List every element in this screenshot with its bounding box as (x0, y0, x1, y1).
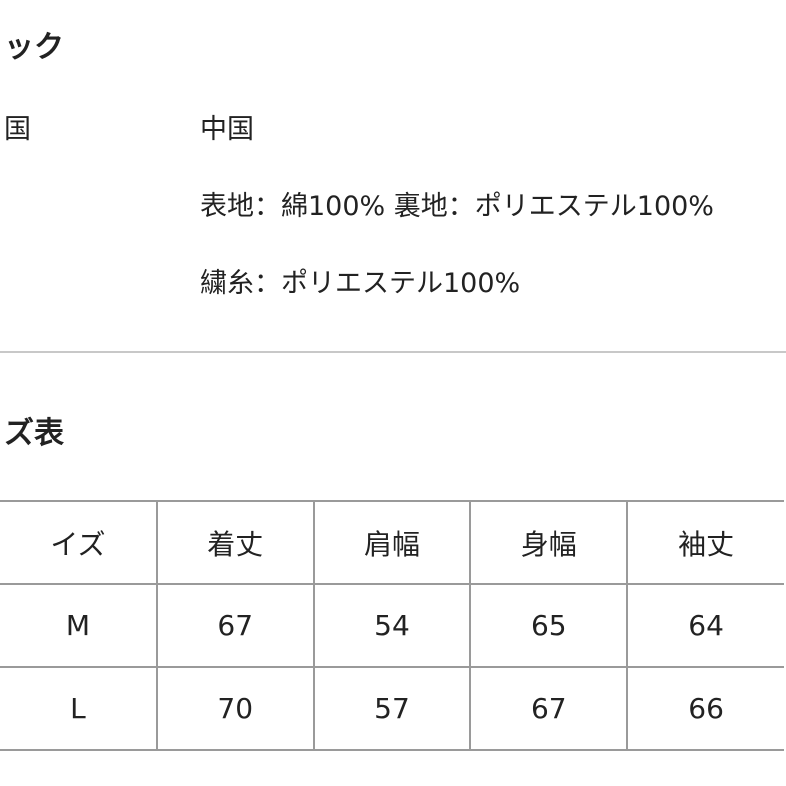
spec-value-material: 表地：綿100% 裏地：ポリエステル100% (200, 191, 714, 222)
cell-size: M (0, 583, 158, 668)
spec-value-thread: 繍糸：ポリエステル100% (200, 268, 521, 299)
section-divider (0, 351, 786, 353)
cell-size: L (0, 666, 158, 751)
cell: 66 (626, 666, 784, 751)
cell: 54 (312, 583, 472, 668)
cell: 57 (312, 666, 472, 751)
cell: 64 (626, 583, 784, 668)
table-row: M 67 54 65 64 (0, 583, 784, 668)
header-sleeve: 袖丈 (626, 500, 784, 585)
cell: 70 (155, 666, 315, 751)
table-row: L 70 57 67 66 (0, 666, 784, 751)
cell: 67 (155, 583, 315, 668)
header-size: イズ (0, 500, 158, 585)
spec-value-origin: 中国 (200, 114, 254, 145)
table-header-row: イズ 着丈 肩幅 身幅 袖丈 (0, 500, 784, 585)
size-table: イズ 着丈 肩幅 身幅 袖丈 M 67 54 65 64 L 70 57 67 … (0, 500, 784, 751)
header-length: 着丈 (155, 500, 315, 585)
cell: 67 (469, 666, 629, 751)
size-table-title: ズ表 (4, 416, 64, 451)
header-shoulder: 肩幅 (312, 500, 472, 585)
cell: 65 (469, 583, 629, 668)
header-chest: 身幅 (469, 500, 629, 585)
section-title: ック (4, 30, 64, 65)
spec-label-origin: 国 (4, 114, 31, 145)
